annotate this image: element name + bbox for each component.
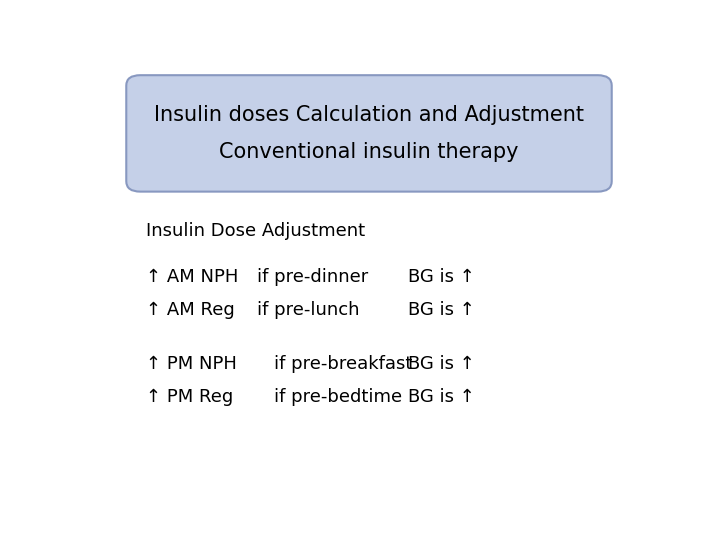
Text: BG is ↑: BG is ↑: [408, 355, 475, 373]
Text: ↑ PM NPH: ↑ PM NPH: [145, 355, 237, 373]
Text: ↑ AM Reg: ↑ AM Reg: [145, 301, 235, 319]
Text: if pre-bedtime: if pre-bedtime: [274, 388, 402, 407]
Text: Conventional insulin therapy: Conventional insulin therapy: [220, 142, 518, 162]
Text: ↑ PM Reg: ↑ PM Reg: [145, 388, 233, 407]
Text: BG is ↑: BG is ↑: [408, 388, 475, 407]
Text: if pre-dinner: if pre-dinner: [258, 268, 369, 286]
Text: if pre-breakfast: if pre-breakfast: [274, 355, 413, 373]
Text: if pre-lunch: if pre-lunch: [258, 301, 360, 319]
FancyBboxPatch shape: [126, 75, 612, 192]
Text: Insulin doses Calculation and Adjustment: Insulin doses Calculation and Adjustment: [154, 105, 584, 125]
Text: Insulin Dose Adjustment: Insulin Dose Adjustment: [145, 222, 365, 240]
Text: ↑ AM NPH: ↑ AM NPH: [145, 268, 238, 286]
Text: BG is ↑: BG is ↑: [408, 268, 475, 286]
Text: BG is ↑: BG is ↑: [408, 301, 475, 319]
